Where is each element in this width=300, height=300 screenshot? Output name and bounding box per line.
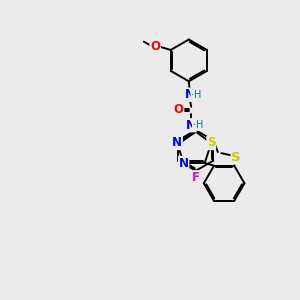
Text: N: N: [186, 119, 196, 132]
Text: O: O: [174, 103, 184, 116]
Text: N: N: [179, 157, 189, 169]
Text: N: N: [172, 136, 182, 149]
Text: S: S: [231, 151, 241, 164]
Text: N: N: [185, 88, 195, 101]
Text: ·H: ·H: [191, 90, 202, 100]
Text: F: F: [192, 171, 200, 184]
Text: O: O: [150, 40, 160, 53]
Text: S: S: [207, 136, 215, 149]
Text: ·H: ·H: [193, 120, 203, 130]
